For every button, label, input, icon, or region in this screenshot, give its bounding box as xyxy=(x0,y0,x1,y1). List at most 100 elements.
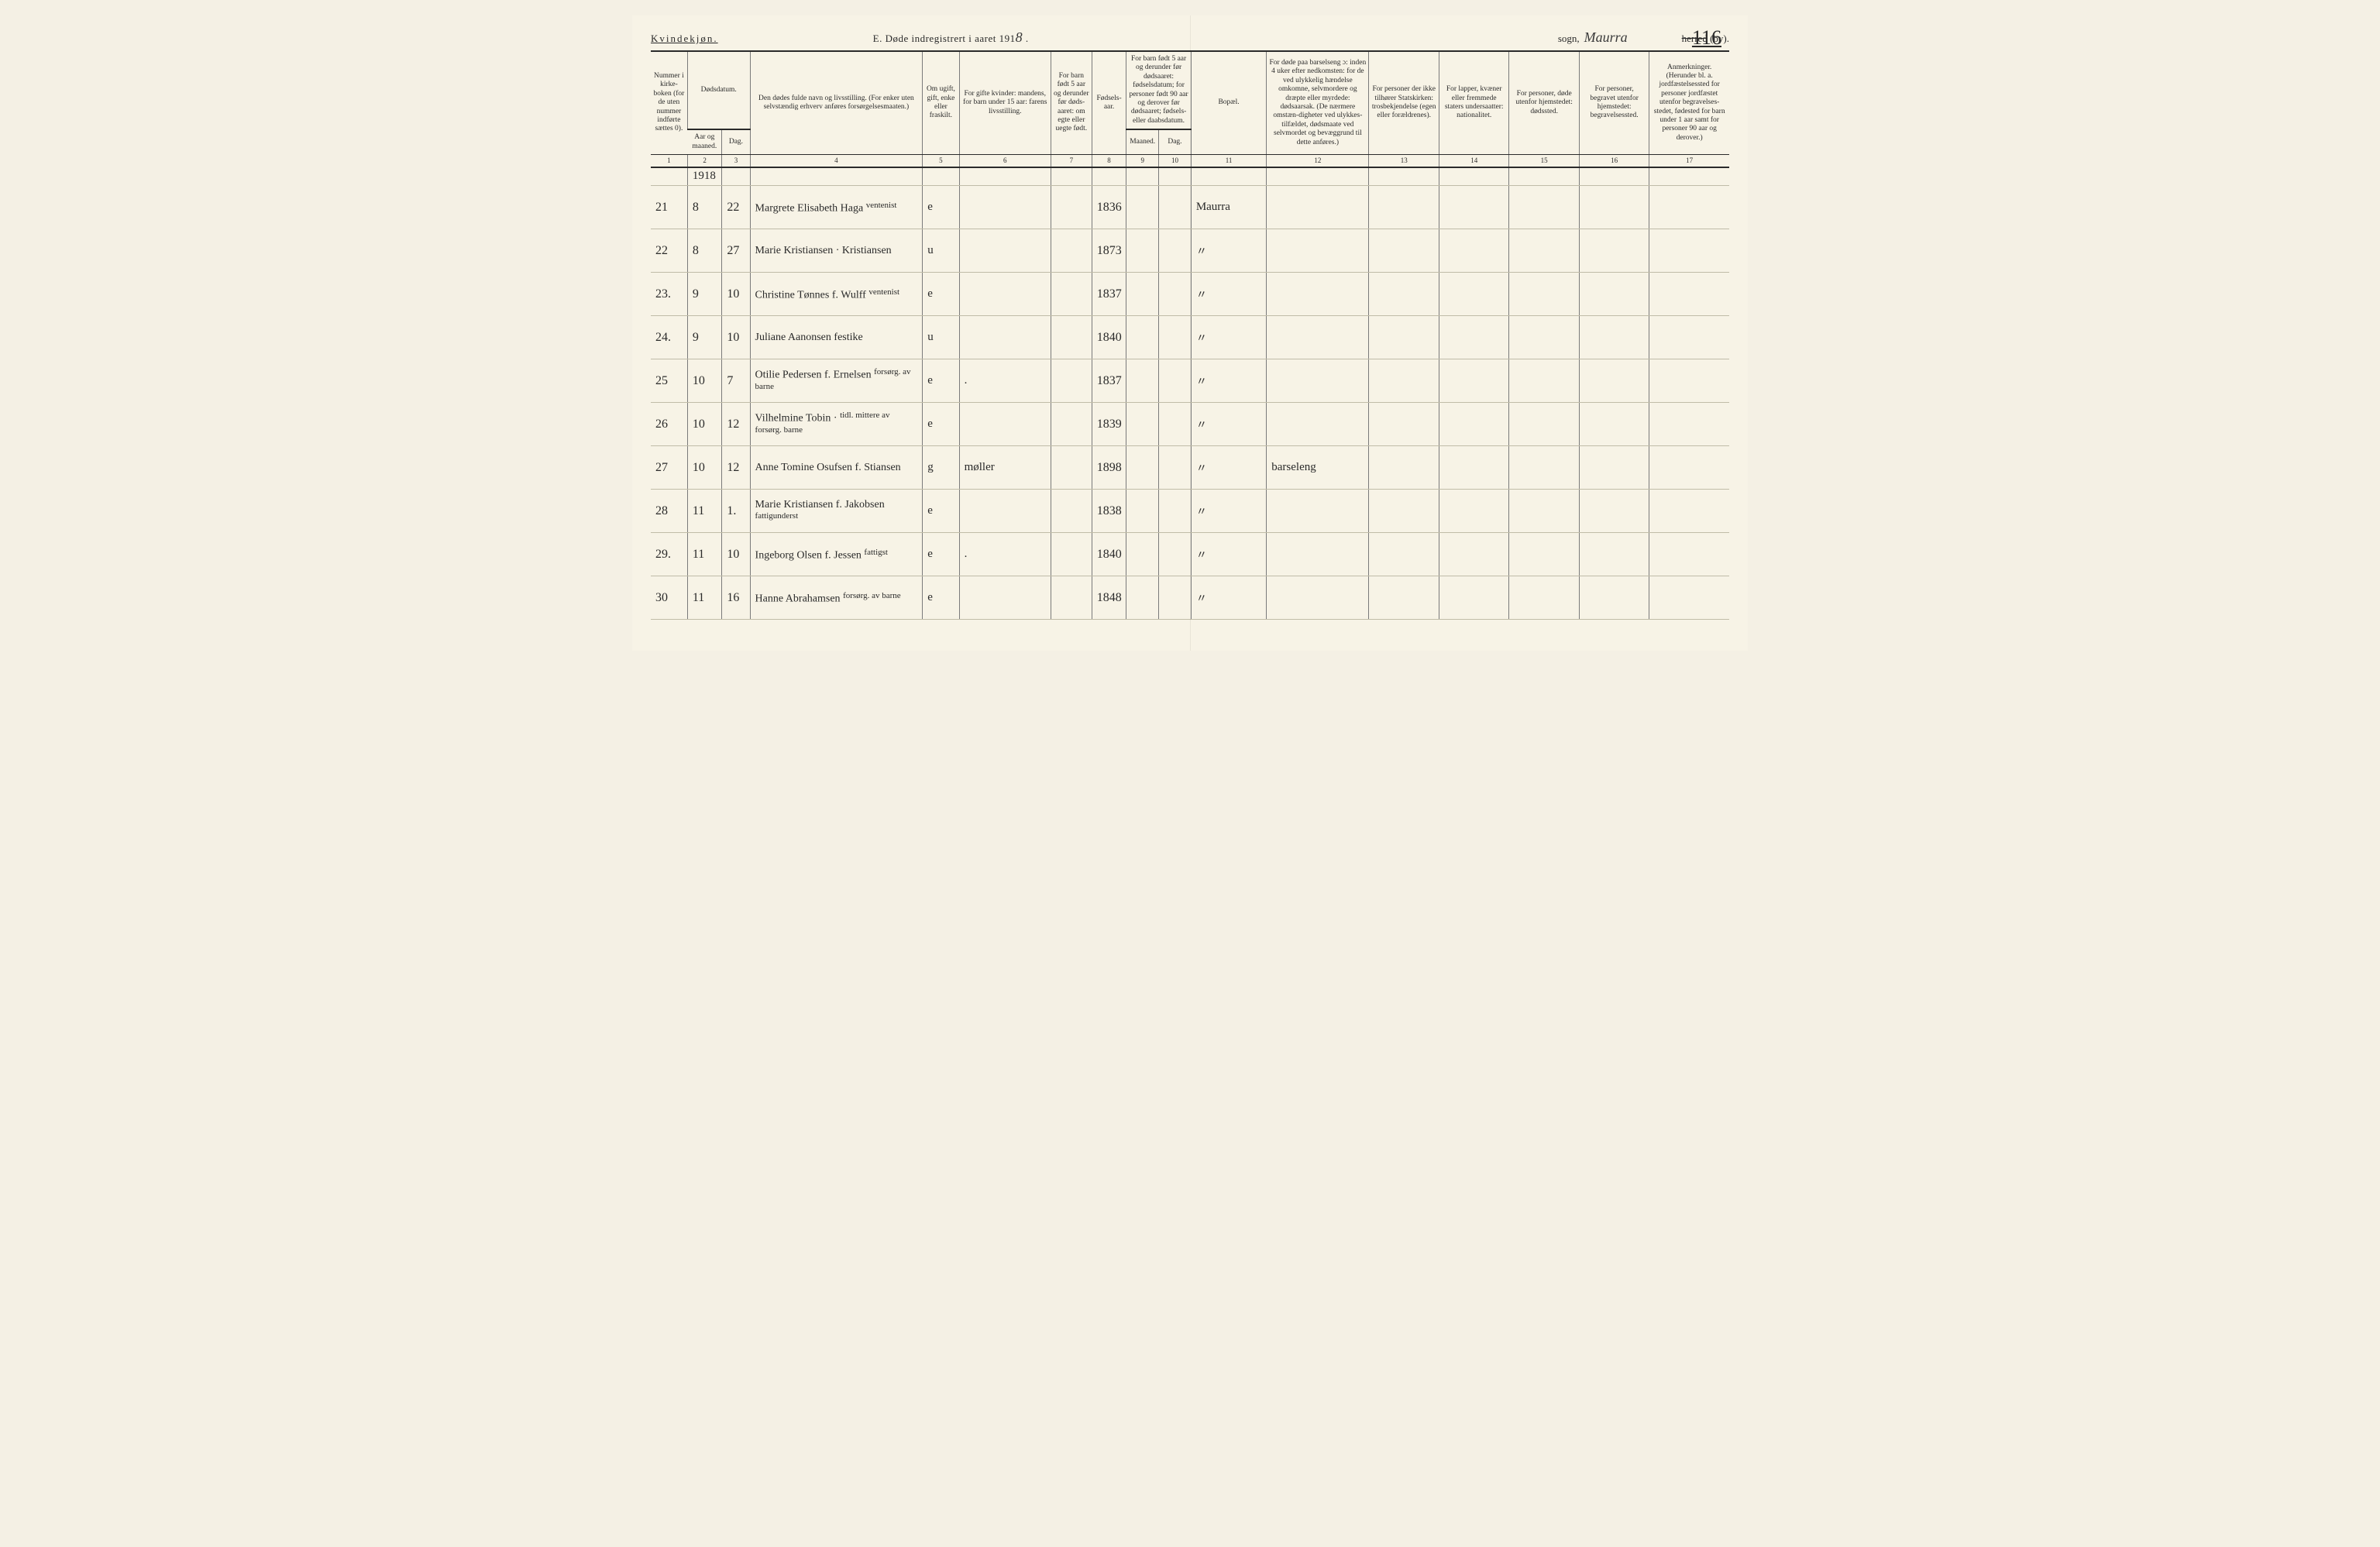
cn-8: 8 xyxy=(1092,154,1126,167)
cell xyxy=(1509,533,1579,576)
year-cell: 1918 xyxy=(693,170,716,182)
cell xyxy=(1159,273,1192,316)
cell-text: 27 xyxy=(655,461,668,474)
cell xyxy=(959,403,1051,446)
cell-text: Christine Tønnes f. Wulff xyxy=(755,289,869,301)
cell xyxy=(1126,533,1159,576)
cell-text: 10 xyxy=(727,287,739,301)
cell xyxy=(1439,186,1508,229)
cell: 11 xyxy=(687,576,722,620)
cell: 22 xyxy=(722,186,750,229)
cell xyxy=(1126,490,1159,533)
cell: . xyxy=(959,359,1051,403)
cell-text: 1840 xyxy=(1097,331,1122,344)
name-note: fattigst xyxy=(864,548,888,557)
cell xyxy=(959,273,1051,316)
cell: Anne Tomine Osufsen f. Stiansen xyxy=(750,446,923,490)
cell: 1848 xyxy=(1092,576,1126,620)
cell xyxy=(1051,490,1092,533)
cell xyxy=(1509,576,1579,620)
cell xyxy=(1267,316,1369,359)
cell: 10 xyxy=(687,359,722,403)
cn-1: 1 xyxy=(651,154,687,167)
cell xyxy=(1159,446,1192,490)
cell-text: u xyxy=(927,244,934,256)
cell xyxy=(1051,533,1092,576)
th-14: For lapper, kvæner eller fremmede stater… xyxy=(1439,51,1508,154)
cell: 10 xyxy=(687,446,722,490)
cell xyxy=(1369,316,1439,359)
cell xyxy=(1369,446,1439,490)
cell xyxy=(1649,359,1729,403)
sogn-label: sogn, xyxy=(1558,33,1580,45)
cell xyxy=(1579,316,1649,359)
cell: 1840 xyxy=(1092,316,1126,359)
th-5: Om ugift, gift, enke eller fraskilt. xyxy=(923,51,959,154)
cell xyxy=(1159,403,1192,446)
cell xyxy=(1267,490,1369,533)
cell-text: Anne Tomine Osufsen f. Stiansen xyxy=(755,462,901,473)
cell-text: Maurra xyxy=(1196,201,1230,213)
cell-text: 〃 xyxy=(1196,507,1207,518)
cell xyxy=(1267,403,1369,446)
cell xyxy=(1439,490,1508,533)
cell: barseleng xyxy=(1267,446,1369,490)
cell-text: 8 xyxy=(693,201,699,214)
sogn-handwritten: Maurra xyxy=(1584,29,1677,46)
cell: 8 xyxy=(687,229,722,273)
cell: Christine Tønnes f. Wulff ventenist xyxy=(750,273,923,316)
cell: 10 xyxy=(722,316,750,359)
cell-text: 11 xyxy=(693,591,704,604)
cell xyxy=(1159,490,1192,533)
cn-7: 7 xyxy=(1051,154,1092,167)
title-center: E. Døde indregistrert i aaret 1918 . xyxy=(718,29,1558,46)
title-year-digit: 8 xyxy=(1016,29,1023,45)
cell xyxy=(1579,490,1649,533)
cell: 〃 xyxy=(1191,576,1266,620)
cell xyxy=(1439,446,1508,490)
table-head: Nummer i kirke-boken (for de uten nummer… xyxy=(651,51,1729,167)
cell xyxy=(1369,576,1439,620)
cn-6: 6 xyxy=(959,154,1051,167)
cell-text: 10 xyxy=(693,461,705,474)
page-number: 116 xyxy=(1692,26,1721,50)
cell xyxy=(1649,490,1729,533)
cell-text: 1840 xyxy=(1097,548,1122,561)
cell-text: Marie Kristiansen · Kristiansen xyxy=(755,245,892,256)
cell-text: 〃 xyxy=(1196,333,1207,345)
cell-text: Margrete Elisabeth Haga xyxy=(755,202,866,214)
cell xyxy=(1649,186,1729,229)
cell xyxy=(1159,359,1192,403)
cell xyxy=(1439,403,1508,446)
table-row: 22827Marie Kristiansen · Kristiansenu187… xyxy=(651,229,1729,273)
cell xyxy=(1159,186,1192,229)
cell xyxy=(1509,446,1579,490)
cell xyxy=(1159,533,1192,576)
th-17: Anmerkninger. (Herunder bl. a. jordfæste… xyxy=(1649,51,1729,154)
cell: Marie Kristiansen f. Jakobsen fattigunde… xyxy=(750,490,923,533)
cell-text: Marie Kristiansen f. Jakobsen xyxy=(755,499,885,511)
cell-text: 1837 xyxy=(1097,287,1122,301)
cell xyxy=(959,229,1051,273)
cell: Otilie Pedersen f. Ernelsen forsørg. av … xyxy=(750,359,923,403)
cell-text: Vilhelmine Tobin · xyxy=(755,413,841,425)
cell-text: 7 xyxy=(727,374,733,387)
cell xyxy=(1159,576,1192,620)
cell: 29. xyxy=(651,533,687,576)
cell-text: 〃 xyxy=(1196,593,1207,605)
cell xyxy=(1649,403,1729,446)
cell xyxy=(1369,186,1439,229)
cell xyxy=(1369,490,1439,533)
cn-15: 15 xyxy=(1509,154,1579,167)
cell: 〃 xyxy=(1191,359,1266,403)
cell-text: 23. xyxy=(655,287,671,301)
name-note: forsørg. av barne xyxy=(843,591,901,600)
cell-text: 21 xyxy=(655,201,668,214)
cn-3: 3 xyxy=(722,154,750,167)
cell xyxy=(1439,229,1508,273)
cell xyxy=(1579,533,1649,576)
cell-text: 〃 xyxy=(1196,290,1207,301)
th-2: Aar og maaned. xyxy=(687,129,722,154)
cn-12: 12 xyxy=(1267,154,1369,167)
cell: 〃 xyxy=(1191,533,1266,576)
